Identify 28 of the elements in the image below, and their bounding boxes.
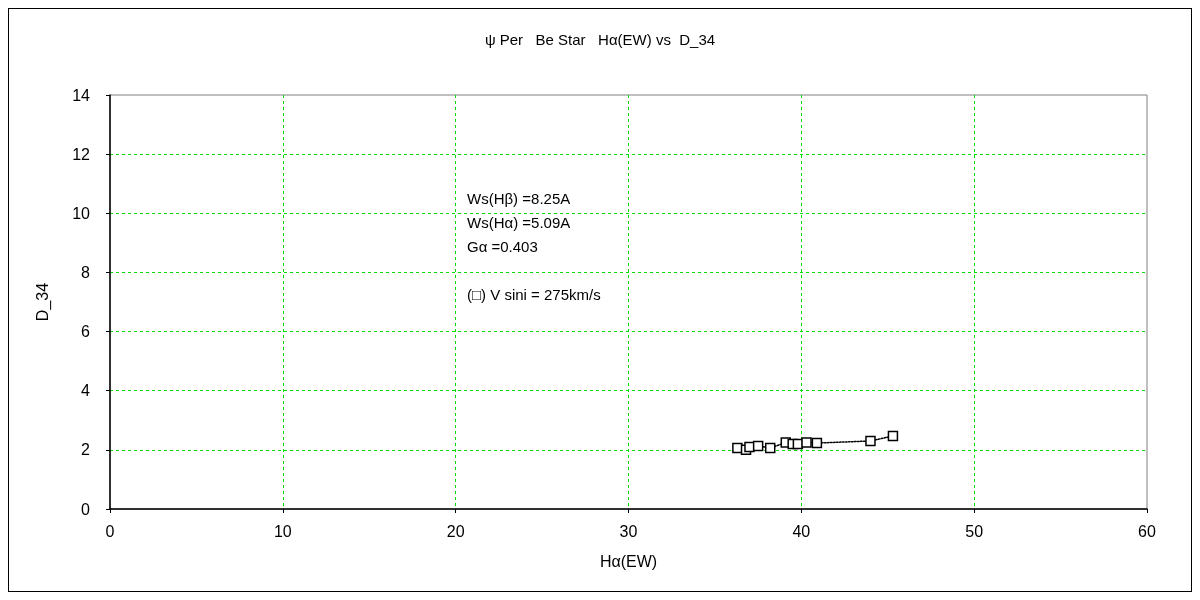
point: [752, 440, 764, 452]
x-tick-label: 50: [965, 522, 984, 540]
point: [887, 430, 899, 442]
y-tick-label: 0: [81, 500, 91, 518]
annotation: Ws(Hα) =5.09A: [467, 214, 571, 231]
point: [865, 435, 876, 447]
y-tick-label: 2: [81, 441, 91, 459]
point: [801, 437, 812, 448]
chart-title: ψ Per Be Star Hα(EW) vs D_34: [484, 31, 716, 48]
x-tick-label: 10: [273, 522, 292, 540]
x-axis-title: Hα(EW): [599, 552, 658, 570]
y-tick-label: 14: [72, 86, 91, 104]
annotation: Gα =0.403: [467, 238, 538, 255]
y-tick-label: 8: [81, 263, 91, 281]
x-tick-label: 60: [1138, 522, 1156, 540]
y-tick-label: 4: [81, 382, 91, 400]
x-tick-label: 40: [792, 522, 811, 540]
y-tick-label: 12: [72, 145, 91, 163]
y-axis-title: D_34: [33, 282, 52, 322]
x-tick-label: 30: [619, 522, 638, 540]
x-tick-label: 20: [446, 522, 465, 540]
annotation: (□) V sini = 275km/s: [467, 286, 601, 303]
point: [764, 442, 776, 454]
annotation: Ws(Hβ) =8.25A: [467, 190, 571, 207]
x-tick-label: 0: [105, 522, 115, 540]
point: [811, 437, 823, 449]
y-tick-label: 10: [72, 204, 91, 222]
y-tick-label: 6: [81, 323, 91, 341]
